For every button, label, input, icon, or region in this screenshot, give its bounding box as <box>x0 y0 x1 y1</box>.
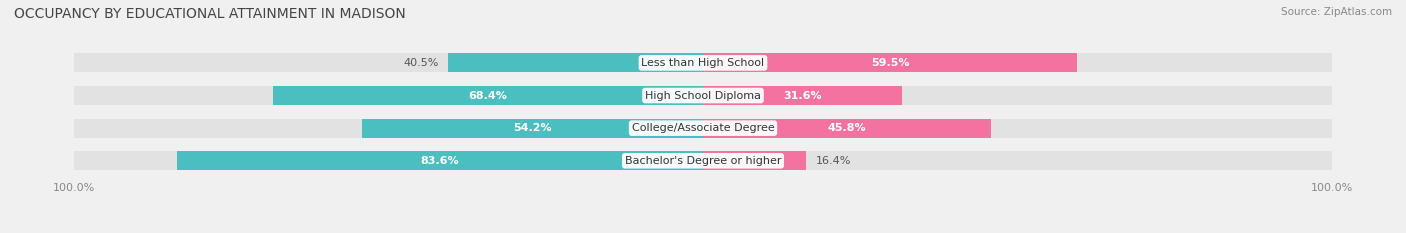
Text: 83.6%: 83.6% <box>420 156 460 166</box>
Bar <box>449 53 703 72</box>
Text: 54.2%: 54.2% <box>513 123 551 133</box>
Bar <box>273 86 703 105</box>
Bar <box>703 86 901 105</box>
Bar <box>703 53 1333 72</box>
Text: High School Diploma: High School Diploma <box>645 91 761 100</box>
Text: Less than High School: Less than High School <box>641 58 765 68</box>
Text: 16.4%: 16.4% <box>815 156 851 166</box>
Bar <box>73 53 703 72</box>
Text: OCCUPANCY BY EDUCATIONAL ATTAINMENT IN MADISON: OCCUPANCY BY EDUCATIONAL ATTAINMENT IN M… <box>14 7 406 21</box>
Bar <box>73 119 703 138</box>
Text: Bachelor's Degree or higher: Bachelor's Degree or higher <box>624 156 782 166</box>
Bar <box>73 151 703 170</box>
Text: Source: ZipAtlas.com: Source: ZipAtlas.com <box>1281 7 1392 17</box>
Text: 45.8%: 45.8% <box>828 123 866 133</box>
Bar <box>703 86 1333 105</box>
Text: 31.6%: 31.6% <box>783 91 821 100</box>
Bar <box>703 119 991 138</box>
Bar <box>361 119 703 138</box>
Bar <box>703 119 1333 138</box>
Bar <box>703 151 1333 170</box>
Bar <box>703 151 806 170</box>
Bar <box>703 53 1077 72</box>
Text: 68.4%: 68.4% <box>468 91 508 100</box>
Text: 59.5%: 59.5% <box>870 58 910 68</box>
Bar <box>177 151 703 170</box>
Text: College/Associate Degree: College/Associate Degree <box>631 123 775 133</box>
Text: 40.5%: 40.5% <box>404 58 439 68</box>
Bar <box>73 86 703 105</box>
Legend: Owner-occupied, Renter-occupied: Owner-occupied, Renter-occupied <box>572 230 834 233</box>
